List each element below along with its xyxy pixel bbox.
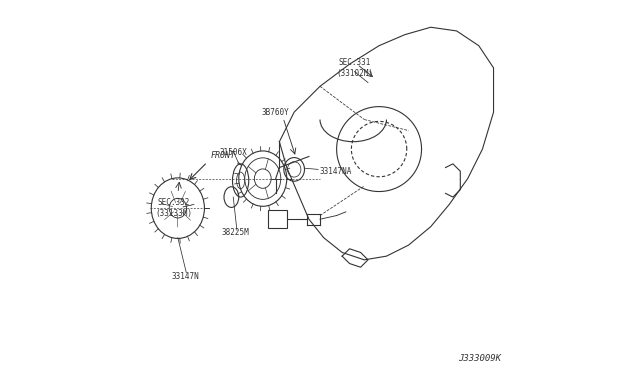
Text: SEC.332
(33133M): SEC.332 (33133M) (156, 198, 193, 218)
Text: J333009K: J333009K (458, 354, 501, 363)
Text: 3B760Y: 3B760Y (262, 108, 289, 117)
Text: 31506X: 31506X (220, 148, 247, 157)
Text: 38225M: 38225M (221, 228, 249, 237)
Text: 33147NA: 33147NA (320, 167, 353, 176)
Text: SEC.331
(33102M): SEC.331 (33102M) (337, 58, 374, 77)
Text: FRONT: FRONT (211, 151, 236, 160)
Text: 33147N: 33147N (172, 272, 199, 281)
